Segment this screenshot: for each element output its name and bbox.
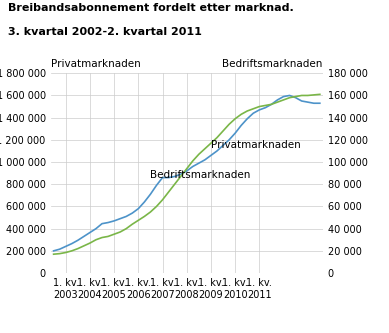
Text: Bedriftsmarknaden: Bedriftsmarknaden [223, 59, 323, 69]
Text: 3. kvartal 2002-2. kvartal 2011: 3. kvartal 2002-2. kvartal 2011 [8, 27, 202, 37]
Text: Bedriftsmarknaden: Bedriftsmarknaden [151, 169, 251, 179]
Text: Privatmarknaden: Privatmarknaden [211, 140, 301, 150]
Text: Privatmarknaden: Privatmarknaden [51, 59, 140, 69]
Text: Breibandsabonnement fordelt etter marknad.: Breibandsabonnement fordelt etter markna… [8, 3, 294, 13]
